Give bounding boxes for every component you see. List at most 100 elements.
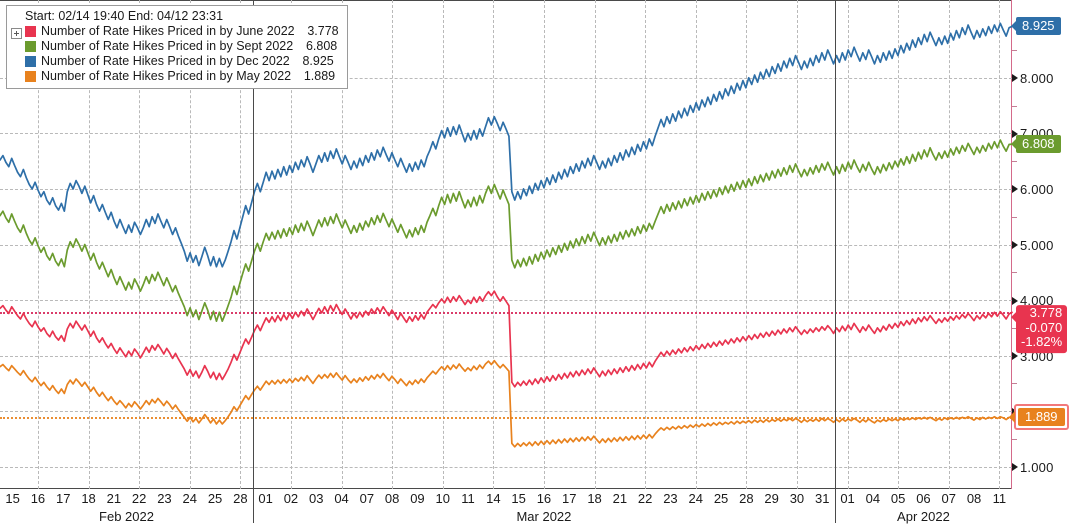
x-axis-tick-label: 15 (5, 491, 20, 506)
badge-value: 3.778 (1029, 305, 1063, 321)
x-axis-tick-label: 04 (334, 491, 349, 506)
legend-color-swatch-icon (25, 26, 36, 37)
x-axis-tick-label: 02 (283, 491, 299, 506)
badge-change: -0.070 (1025, 320, 1063, 336)
x-axis-tick-label: 25 (207, 491, 223, 506)
gridline-horizontal (0, 77, 1012, 79)
legend-item-value: 3.778 (307, 24, 339, 38)
legend-item-value: 1.889 (303, 69, 336, 83)
y-axis-minor-tick (1012, 383, 1017, 385)
legend-rows: Number of Rate Hikes Priced in by June 2… (11, 24, 339, 84)
gridline-horizontal (0, 466, 1012, 468)
x-axis-tick-label: 29 (764, 491, 779, 506)
x-axis-tick-label: 16 (536, 491, 552, 506)
badge-value: 1.889 (1009, 408, 1065, 427)
x-axis-tick-label: 23 (663, 491, 678, 506)
legend-item[interactable]: Number of Rate Hikes Priced in by June 2… (25, 24, 339, 39)
x-axis-tick-label: 11 (461, 491, 475, 506)
plot-top-border (0, 0, 1012, 1)
x-axis-tick-label: 24 (182, 491, 197, 506)
legend-color-swatch-icon (25, 41, 36, 52)
badge-pointer-icon (1011, 138, 1017, 151)
gridline-vertical (847, 0, 849, 489)
gridline-horizontal (0, 188, 1012, 190)
gridline-vertical (898, 0, 900, 489)
x-axis-tick-label: 17 (562, 491, 577, 506)
y-axis-minor-tick (1012, 216, 1017, 218)
series-line (0, 22, 1013, 268)
y-axis-tick-label: 1.000 (1012, 459, 1054, 475)
y-axis-minor-tick (1012, 161, 1017, 163)
x-axis-tick-label: 06 (916, 491, 931, 506)
x-axis-month-label: Apr 2022 (897, 509, 950, 524)
legend-item-label: Number of Rate Hikes Priced in by May 20… (41, 69, 292, 83)
legend-item[interactable]: Number of Rate Hikes Priced in by Dec 20… (25, 54, 339, 69)
legend-item-value: 6.808 (305, 39, 338, 53)
x-axis-month-label: Mar 2022 (516, 509, 572, 524)
x-axis-tick-label: 01 (840, 491, 855, 506)
x-axis-tick-label: 07 (359, 491, 375, 506)
gridline-vertical (746, 0, 748, 489)
y-axis-minor-tick (1012, 105, 1017, 107)
x-axis-tick-label: 23 (157, 491, 172, 506)
legend-item[interactable]: Number of Rate Hikes Priced in by May 20… (25, 69, 339, 84)
legend-item-label: Number of Rate Hikes Priced in by June 2… (41, 24, 295, 38)
gridline-vertical (290, 0, 292, 489)
gridline-horizontal (0, 244, 1012, 246)
gridline-vertical (645, 0, 647, 489)
x-axis-tick-label: 08 (966, 491, 982, 506)
badge-pointer-icon (1011, 20, 1017, 33)
badge-value: 8.925 (1022, 18, 1055, 34)
month-separator-axis (834, 489, 836, 523)
x-axis-tick-label: 08 (384, 491, 400, 506)
gridline-vertical (240, 0, 242, 489)
dec-2022-value-badge[interactable]: 8.925 (1011, 17, 1061, 36)
month-separator (834, 0, 836, 489)
gridline-vertical (392, 0, 394, 489)
y-axis-minor-tick (1012, 438, 1017, 440)
may-2022-value-badge[interactable]: 1.889 (1009, 404, 1069, 431)
june-2022-value-badge[interactable]: 3.778 -0.070 -1.82% (1011, 305, 1068, 354)
badge-pointer-icon (1009, 411, 1015, 424)
gridline-vertical (594, 0, 596, 489)
series-lines (0, 22, 1013, 448)
badge-pointer-icon (1011, 311, 1017, 324)
x-axis[interactable]: 15 16 17 18 21 22 23 24 25 28 01 02 03 04 07 08 09 10 11 14… (0, 489, 1012, 524)
month-separator (253, 0, 254, 489)
x-axis-tick-label: 17 (56, 491, 71, 506)
reference-line (0, 312, 1012, 315)
x-axis-tick-label: 15 (511, 491, 526, 506)
y-axis-tick-label: 5.000 (1012, 236, 1054, 253)
x-axis-tick-label: 21 (106, 491, 122, 506)
x-axis-tick-label: 11 (992, 491, 1007, 506)
x-axis-tick-label: 22 (131, 491, 147, 506)
series-line (0, 359, 1013, 448)
gridline-vertical (189, 0, 191, 489)
x-axis-tick-label: 18 (587, 491, 602, 506)
legend-color-swatch-icon (25, 71, 36, 82)
legend-item[interactable]: Number of Rate Hikes Priced in by Sept 2… (25, 39, 339, 54)
gridline-horizontal (0, 355, 1012, 357)
x-axis-tick-label: 30 (789, 491, 805, 506)
y-axis[interactable]: 8.0007.0006.0005.0004.0003.0002.0001.000… (1009, 0, 1080, 489)
sept-2022-value-badge[interactable]: 6.808 (1011, 135, 1061, 154)
gridline-vertical (442, 0, 444, 489)
gridline-vertical (948, 0, 950, 489)
chart-legend[interactable]: Start: 02/14 19:40 End: 04/12 23:31 Numb… (6, 5, 348, 89)
x-axis-tick-label: 22 (637, 491, 653, 506)
x-axis-tick-label: 09 (410, 491, 425, 506)
y-axis-tick-label: 8.000 (1012, 70, 1054, 86)
plot-area[interactable] (0, 0, 1013, 489)
gridline-vertical (88, 0, 90, 489)
x-axis-tick-label: 14 (486, 491, 501, 506)
y-axis-tick-label: 6.000 (1012, 181, 1054, 197)
gridline-vertical (796, 0, 798, 489)
legend-item-label: Number of Rate Hikes Priced in by Sept 2… (41, 39, 294, 53)
x-axis-tick-label: 10 (435, 491, 450, 506)
y-axis-minor-tick (1012, 327, 1017, 329)
legend-date-range: Start: 02/14 19:40 End: 04/12 23:31 (25, 9, 224, 23)
expand-box-icon[interactable] (11, 28, 22, 39)
badge-value: 6.808 (1022, 136, 1055, 152)
plot-bottom-border (0, 488, 1012, 489)
